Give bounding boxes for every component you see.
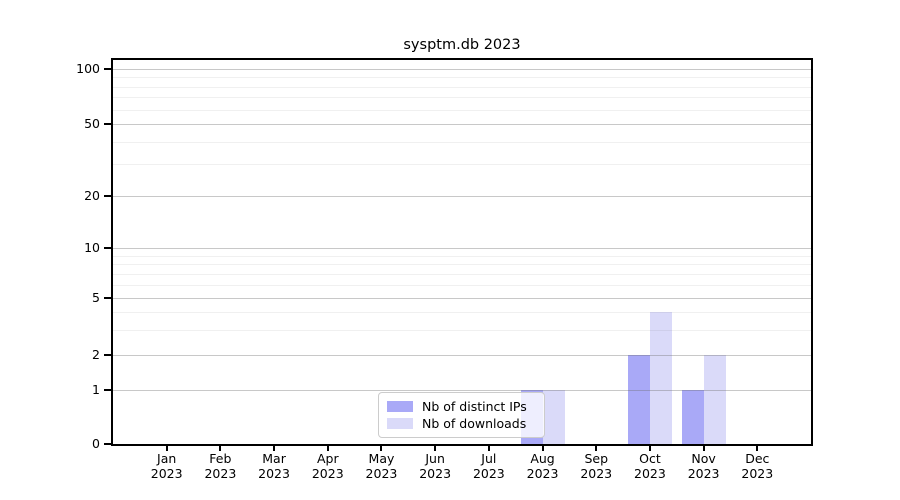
x-tick-label: Mar 2023 xyxy=(258,450,290,481)
x-tick-label: Aug 2023 xyxy=(526,450,559,481)
y-tick-label: 50 xyxy=(84,116,100,131)
x-tick-label: Dec 2023 xyxy=(741,450,774,481)
y-gridline-minor xyxy=(113,164,811,166)
x-tick xyxy=(380,446,383,451)
y-tick-label: 100 xyxy=(76,61,100,76)
x-tick xyxy=(434,446,437,451)
x-tick-label: Sep 2023 xyxy=(580,450,613,481)
legend-label-downloads: Nb of downloads xyxy=(422,416,527,431)
x-tick xyxy=(165,446,168,451)
legend-swatch-distinct-ips xyxy=(387,401,413,412)
y-tick-label: 10 xyxy=(84,240,100,255)
bars-layer xyxy=(113,60,811,444)
plot-area xyxy=(111,58,813,446)
y-gridline-major xyxy=(113,355,811,356)
y-tick-label: 0 xyxy=(92,435,100,451)
bar-downloads xyxy=(703,355,726,444)
x-tick xyxy=(541,446,544,451)
y-tick xyxy=(104,123,112,125)
y-gridline-major xyxy=(113,196,811,197)
gridlines-layer xyxy=(113,60,811,444)
y-tick xyxy=(104,389,112,391)
x-tick-label: Jun 2023 xyxy=(419,450,452,481)
y-tick xyxy=(104,442,112,445)
legend-item-distinct-ips: Nb of distinct IPs xyxy=(387,398,536,415)
legend-label-distinct-ips: Nb of distinct IPs xyxy=(422,399,527,414)
y-gridline-minor xyxy=(113,109,811,111)
x-tick xyxy=(595,446,598,451)
x-tick-label: Jan 2023 xyxy=(150,450,183,481)
y-tick xyxy=(104,354,112,356)
y-tick xyxy=(104,68,112,70)
x-tick xyxy=(487,446,490,451)
x-tick xyxy=(756,446,759,451)
y-tick-label: 1 xyxy=(92,382,100,397)
y-tick xyxy=(104,247,112,249)
x-tick xyxy=(273,446,276,451)
y-gridline-minor xyxy=(113,273,811,275)
bar-distinct-ips xyxy=(627,355,650,444)
legend: Nb of distinct IPs Nb of downloads xyxy=(378,392,545,438)
legend-item-downloads: Nb of downloads xyxy=(387,415,536,432)
x-tick xyxy=(219,446,222,451)
bar-downloads xyxy=(542,390,565,444)
y-tick-label: 20 xyxy=(84,188,100,203)
x-tick xyxy=(702,446,705,451)
x-tick-label: Oct 2023 xyxy=(634,450,666,481)
y-tick xyxy=(104,195,112,197)
legend-swatch-downloads xyxy=(387,418,413,429)
y-gridline-major xyxy=(113,124,811,125)
y-gridline-minor xyxy=(113,329,811,331)
x-tick-label: Apr 2023 xyxy=(311,450,344,481)
x-tick xyxy=(648,446,651,451)
bar-distinct-ips xyxy=(681,390,704,444)
y-gridline-minor xyxy=(113,264,811,266)
y-gridline-minor xyxy=(113,255,811,257)
y-gridline-major xyxy=(113,298,811,299)
y-gridline-minor xyxy=(113,311,811,313)
y-gridline-major xyxy=(113,390,811,391)
y-gridline-minor xyxy=(113,77,811,79)
chart-title: sysptm.db 2023 xyxy=(403,37,521,53)
bar-downloads xyxy=(649,311,672,444)
y-gridline-major xyxy=(113,248,811,249)
x-tick-label: Jul 2023 xyxy=(472,450,505,481)
y-gridline-major xyxy=(113,69,811,70)
y-tick xyxy=(104,297,112,299)
x-tick-label: Feb 2023 xyxy=(204,450,237,481)
y-tick-label: 2 xyxy=(92,347,100,362)
y-gridline-minor xyxy=(113,86,811,88)
x-tick-label: Nov 2023 xyxy=(687,450,720,481)
x-tick-label: May 2023 xyxy=(365,450,398,481)
y-gridline-minor xyxy=(113,97,811,99)
x-tick xyxy=(326,446,329,451)
y-gridline-minor xyxy=(113,284,811,286)
y-gridline-minor xyxy=(113,141,811,143)
y-tick-label: 5 xyxy=(92,290,100,305)
